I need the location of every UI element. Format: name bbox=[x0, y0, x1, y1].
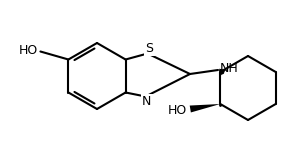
Polygon shape bbox=[219, 69, 226, 75]
Text: HO: HO bbox=[168, 103, 187, 116]
Text: NH: NH bbox=[220, 63, 239, 76]
Text: HO: HO bbox=[19, 44, 38, 57]
Text: S: S bbox=[146, 42, 154, 55]
Text: N: N bbox=[142, 95, 151, 108]
Polygon shape bbox=[190, 104, 220, 112]
